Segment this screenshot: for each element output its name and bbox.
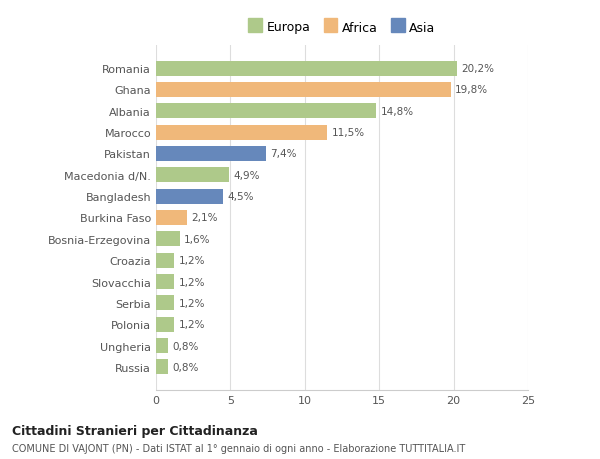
Bar (156, 104, 376, 119)
Bar (156, 359, 168, 375)
Text: 1,6%: 1,6% (184, 235, 211, 244)
Legend: Europa, Africa, Asia: Europa, Africa, Asia (245, 18, 439, 38)
Text: 11,5%: 11,5% (332, 128, 365, 138)
Bar (156, 147, 266, 162)
Text: 1,2%: 1,2% (178, 319, 205, 330)
Text: 0,8%: 0,8% (172, 362, 199, 372)
Bar (156, 211, 187, 225)
Text: 14,8%: 14,8% (380, 106, 414, 117)
Bar (156, 274, 174, 289)
Bar (156, 189, 223, 204)
Text: 1,2%: 1,2% (178, 256, 205, 266)
Text: 0,8%: 0,8% (172, 341, 199, 351)
Text: 1,2%: 1,2% (178, 298, 205, 308)
Bar (156, 317, 174, 332)
Bar (156, 83, 451, 98)
Text: 20,2%: 20,2% (461, 64, 494, 74)
Bar (156, 232, 180, 247)
Text: 7,4%: 7,4% (271, 149, 297, 159)
Bar (156, 296, 174, 311)
Text: 4,9%: 4,9% (233, 170, 260, 180)
Bar (156, 168, 229, 183)
Bar (156, 62, 457, 77)
Bar (156, 338, 168, 353)
Text: 2,1%: 2,1% (192, 213, 218, 223)
Text: 1,2%: 1,2% (178, 277, 205, 287)
Bar (156, 125, 327, 140)
Text: COMUNE DI VAJONT (PN) - Dati ISTAT al 1° gennaio di ogni anno - Elaborazione TUT: COMUNE DI VAJONT (PN) - Dati ISTAT al 1°… (12, 443, 465, 453)
Text: 19,8%: 19,8% (455, 85, 488, 95)
Text: 4,5%: 4,5% (227, 192, 254, 202)
Text: Cittadini Stranieri per Cittadinanza: Cittadini Stranieri per Cittadinanza (12, 424, 258, 437)
Bar (156, 253, 174, 268)
